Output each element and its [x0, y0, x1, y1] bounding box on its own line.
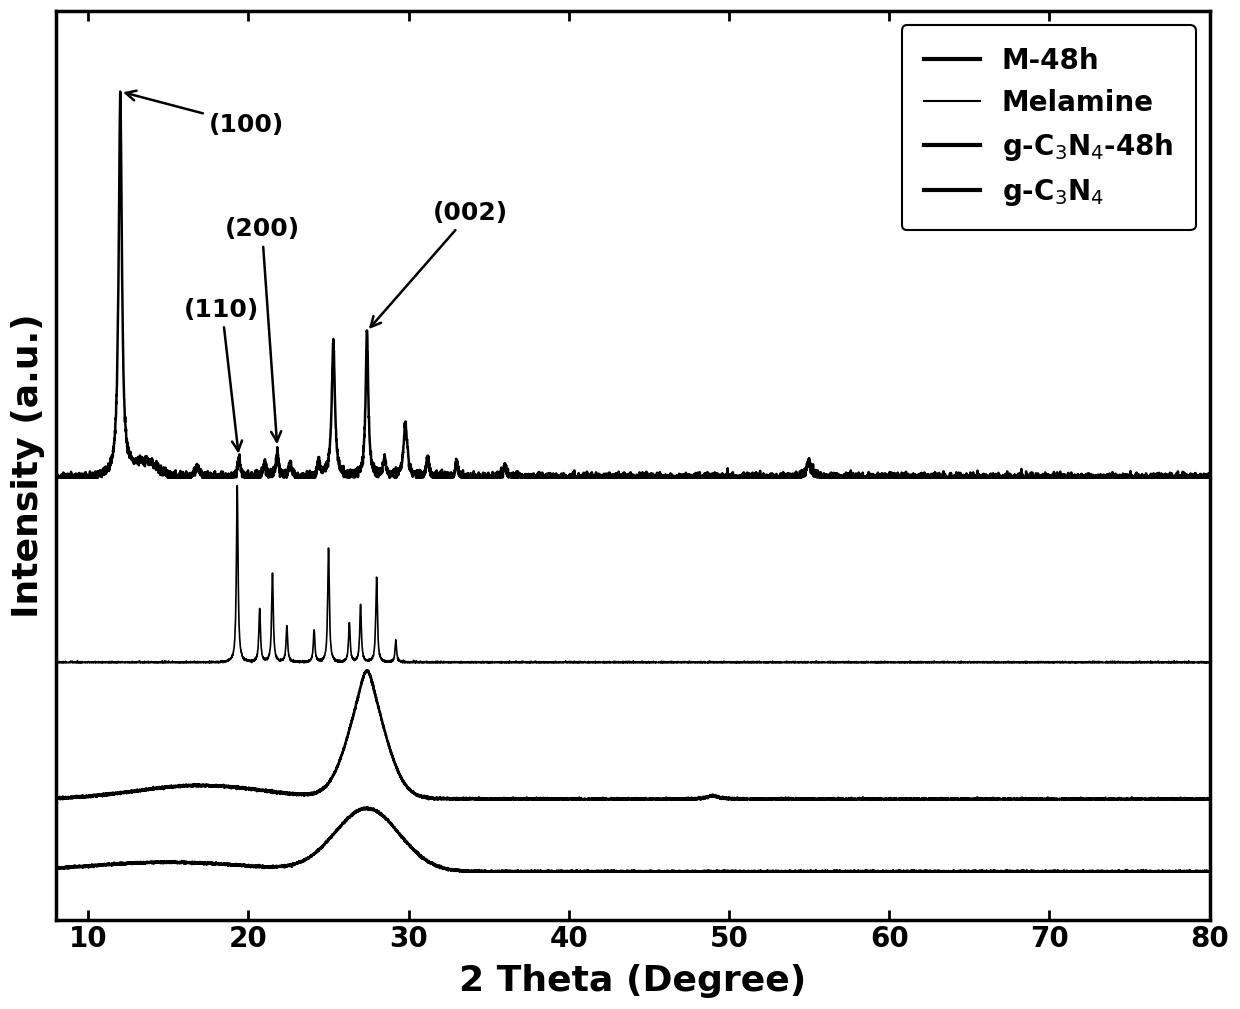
g-C₃N₄ [48, 863, 63, 875]
g-C₃N₄-48h [52, 793, 67, 805]
M-48h [966, 469, 981, 481]
M-48h [466, 468, 481, 480]
Melamine [966, 657, 981, 669]
M-48h [50, 471, 64, 483]
g-C₃N₄ [360, 801, 374, 813]
Melamine [107, 657, 122, 669]
Y-axis label: Intensity (a.u.): Intensity (a.u.) [11, 313, 45, 618]
g-C₃N₄-48h [781, 793, 796, 805]
Line: g-C₃N₄: g-C₃N₄ [56, 807, 1209, 872]
M-48h [1202, 471, 1216, 483]
M-48h [107, 433, 122, 445]
Melamine [229, 479, 244, 491]
M-48h [781, 471, 796, 483]
Melamine [1202, 656, 1216, 668]
g-C₃N₄-48h [1202, 793, 1216, 805]
Melamine [732, 657, 746, 669]
g-C₃N₄ [781, 865, 796, 877]
g-C₃N₄ [1202, 866, 1216, 878]
Line: Melamine: Melamine [56, 485, 1209, 663]
g-C₃N₄-48h [904, 793, 919, 805]
g-C₃N₄ [466, 866, 481, 878]
g-C₃N₄-48h [360, 665, 374, 677]
M-48h [732, 470, 746, 482]
Text: (110): (110) [185, 298, 259, 451]
Text: (200): (200) [224, 217, 300, 442]
Text: (002): (002) [371, 201, 507, 327]
g-C₃N₄-48h [732, 792, 746, 804]
g-C₃N₄-48h [466, 793, 481, 805]
g-C₃N₄-48h [48, 792, 63, 804]
Melamine [48, 657, 63, 669]
Melamine [781, 657, 796, 669]
M-48h [113, 86, 128, 98]
g-C₃N₄-48h [107, 788, 122, 800]
g-C₃N₄ [966, 866, 981, 878]
g-C₃N₄ [904, 866, 919, 878]
M-48h [48, 471, 63, 483]
Melamine [904, 657, 919, 669]
Melamine [466, 657, 481, 669]
X-axis label: 2 Theta (Degree): 2 Theta (Degree) [459, 964, 806, 998]
g-C₃N₄ [455, 866, 470, 878]
Text: (100): (100) [125, 91, 284, 137]
Legend: M-48h, Melamine, g-C$_3$N$_4$-48h, g-C$_3$N$_4$: M-48h, Melamine, g-C$_3$N$_4$-48h, g-C$_… [901, 25, 1195, 230]
g-C₃N₄-48h [966, 793, 981, 805]
Line: M-48h: M-48h [56, 92, 1209, 477]
M-48h [904, 471, 919, 483]
g-C₃N₄ [107, 857, 122, 869]
Line: g-C₃N₄-48h: g-C₃N₄-48h [56, 671, 1209, 799]
g-C₃N₄ [732, 866, 746, 878]
